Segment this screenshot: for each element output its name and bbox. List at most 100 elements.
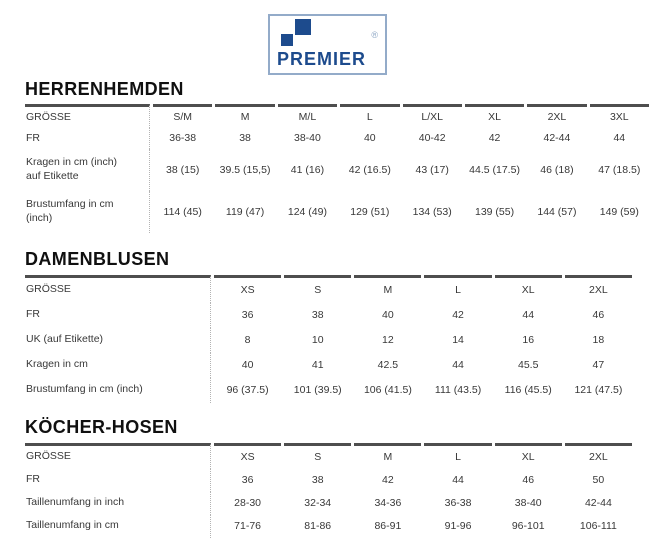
row-label: GRÖSSE [25, 274, 211, 303]
cell-value: 46 (18) [540, 163, 574, 176]
cell-value: 39.5 (15,5) [219, 163, 271, 176]
cell-value: 16 [522, 334, 535, 347]
cell-value: 139 (55) [475, 205, 515, 218]
cell-value: M [354, 274, 422, 303]
cell-value: 36 [241, 309, 254, 322]
cell-value: 106-111 [579, 520, 617, 533]
table-row: FR 36 38 42 44 46 50 [25, 468, 632, 492]
cell-value: 36-38 [169, 132, 197, 145]
table-row: UK (auf Etikette) 8 10 12 14 16 18 [25, 327, 632, 353]
table-row: Taillenumfang in cm 71-76 81-86 86-91 91-96 9… [25, 514, 632, 538]
cell-value: 46 [522, 474, 535, 487]
cell-value: 40-42 [418, 132, 446, 145]
cell-value: 32-34 [304, 497, 332, 510]
cell-value: 46 [592, 309, 605, 322]
cell-value: 96-101 [511, 520, 545, 533]
table-row: Taillenumfang in inch 28-30 32-34 34-36 36-3… [25, 491, 632, 515]
row-label: GRÖSSE [25, 103, 150, 128]
row-label: FR [25, 127, 150, 149]
table-row: Kragen in cm (inch) auf Etikette 38 (15) 3… [25, 148, 649, 191]
cell-value: 114 (45) [163, 205, 202, 218]
cell-value: 111 (43.5) [434, 384, 482, 397]
cell-value: 10 [311, 334, 324, 347]
size-table-herrenhemden: GRÖSSE S/M M M/L L L/XL XL 2XL 3XL FR 36-38 38 38-40… [22, 103, 652, 233]
cell-value: 38 [239, 132, 251, 145]
cell-value: XL [464, 103, 525, 128]
cell-value: 86-91 [374, 520, 402, 533]
registered-trademark-icon: ® [371, 30, 378, 40]
table-row: Kragen in cm 40 41 42.5 44 45.5 47 [25, 352, 632, 378]
cell-value: L [424, 274, 492, 303]
cell-value: M [354, 442, 422, 469]
cell-value: 134 (53) [412, 205, 452, 218]
cell-value: XS [214, 442, 282, 469]
cell-value: 38 (15) [166, 163, 200, 176]
cell-value: 44.5 (17.5) [469, 163, 520, 176]
cell-value: M [215, 103, 275, 128]
size-tables-content: HERRENHEMDEN GRÖSSE S/M M M/L L L/XL XL 2XL 3XL F… [25, 80, 655, 538]
cell-value: L [340, 103, 400, 128]
cell-value: 42.5 [377, 359, 399, 372]
cell-value: 28-30 [234, 497, 261, 510]
row-label: Kragen in cm [25, 352, 211, 378]
premier-logo: ® PREMIER [268, 14, 387, 75]
cell-value: 14 [452, 334, 464, 347]
cell-value: 2XL [564, 442, 632, 469]
cell-value: 81-86 [304, 520, 332, 533]
cell-value: 91-96 [444, 520, 472, 533]
row-label: UK (auf Etikette) [25, 327, 211, 353]
row-label: Brustumfang in cm (inch) [25, 377, 211, 403]
logo-square-large-icon [295, 19, 311, 35]
cell-value: 121 (47.5) [574, 384, 623, 397]
cell-value: M/L [277, 103, 338, 128]
cell-value: 40 [241, 359, 254, 372]
row-label: Taillenumfang in cm [25, 514, 211, 538]
table-row: FR 36-38 38 38-40 40 40-42 42 42-44 44 [25, 127, 649, 149]
size-table-koecher-hosen: GRÖSSE XS S M L XL 2XL FR 36 38 42 44 46 50 Taillenumf… [22, 442, 635, 538]
table-row: GRÖSSE S/M M M/L L L/XL XL 2XL 3XL [25, 103, 649, 128]
row-label: FR [25, 302, 211, 328]
cell-value: 44 [452, 474, 464, 487]
cell-value: 42-44 [543, 132, 571, 145]
cell-value: 50 [592, 474, 605, 487]
table-row: Brustumfang in cm (inch) 96 (37.5) 101 (39… [25, 377, 632, 403]
cell-value: 44 [522, 309, 535, 322]
cell-value: 38-40 [294, 132, 321, 145]
table-row: FR 36 38 40 42 44 46 [25, 302, 632, 328]
cell-value: 34-36 [374, 497, 402, 510]
cell-value: 36-38 [444, 497, 472, 510]
cell-value: 101 (39.5) [293, 384, 342, 397]
cell-value: 96 (37.5) [226, 384, 269, 397]
table-row: Brustumfang in cm (inch) 114 (45) 119 (47)… [25, 190, 649, 233]
cell-value: XL [494, 442, 562, 469]
cell-value: 3XL [589, 103, 649, 128]
cell-value: 42 [382, 474, 394, 487]
row-label: Taillenumfang in inch [25, 491, 211, 515]
cell-value: 129 (51) [350, 205, 390, 218]
cell-value: 42-44 [584, 497, 612, 510]
row-label: FR [25, 468, 211, 492]
cell-value: S [284, 442, 352, 469]
cell-value: 8 [244, 334, 251, 347]
section-heading-herrenhemden: HERRENHEMDEN [25, 79, 184, 99]
cell-value: 40 [382, 309, 394, 322]
cell-value: 42 [488, 132, 501, 145]
cell-value: S/M [153, 103, 213, 128]
cell-value: 12 [382, 334, 394, 347]
cell-value: 47 [592, 359, 605, 372]
cell-value: 44 [613, 132, 626, 145]
cell-value: 124 (49) [287, 205, 327, 218]
cell-value: 38-40 [514, 497, 542, 510]
row-label: GRÖSSE [25, 442, 211, 469]
cell-value: 36 [241, 474, 254, 487]
cell-value: 2XL [564, 274, 632, 303]
cell-value: S [284, 274, 352, 303]
cell-value: 71-76 [234, 520, 261, 533]
size-table-damenblusen: GRÖSSE XS S M L XL 2XL FR 36 38 40 42 44 46 UK (auf Et… [22, 274, 635, 403]
cell-value: 40 [363, 132, 376, 145]
cell-value: 45.5 [517, 359, 539, 372]
cell-value: 41 [311, 359, 324, 372]
cell-value: 38 [311, 474, 324, 487]
section-heading-koecher-hosen: KÖCHER-HOSEN [25, 416, 178, 437]
cell-value: 41 (16) [290, 163, 325, 176]
